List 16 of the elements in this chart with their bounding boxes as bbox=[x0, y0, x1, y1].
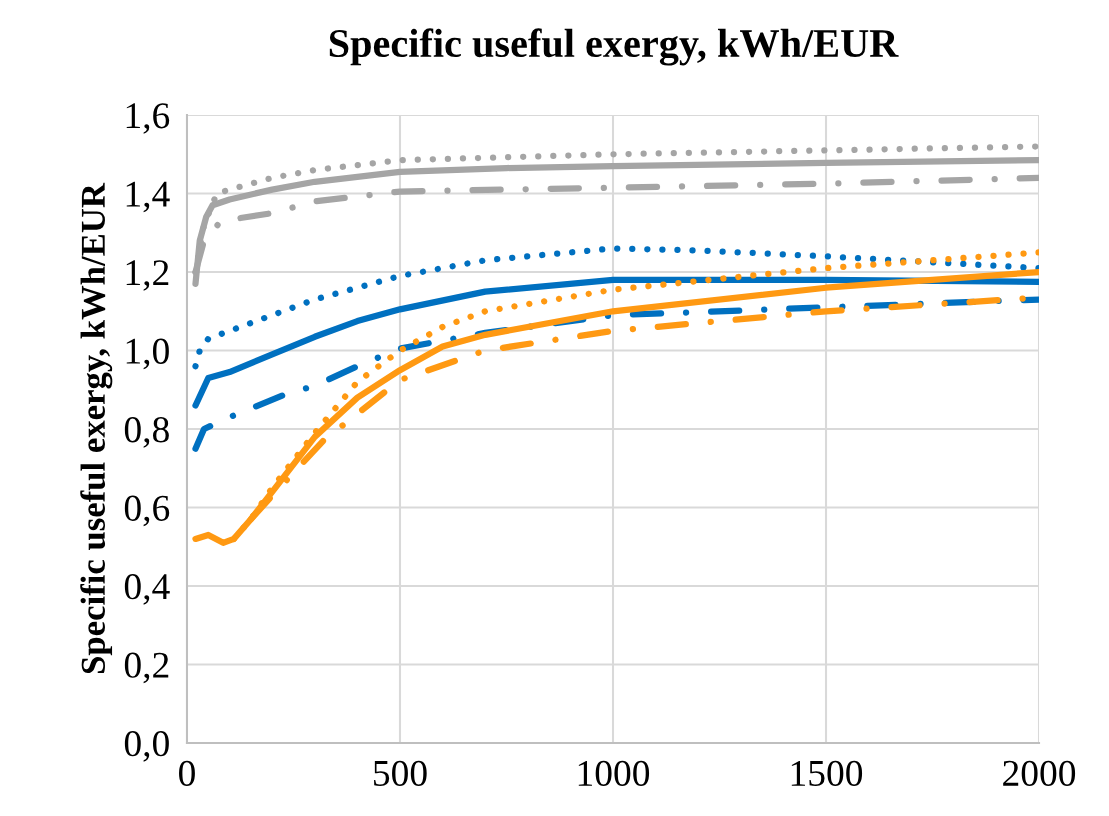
x-tick-label: 500 bbox=[374, 760, 427, 787]
y-tick-label: 1,0 bbox=[126, 338, 169, 370]
y-tick-label: 1,2 bbox=[126, 260, 169, 291]
x-tick-label: 1500 bbox=[791, 760, 863, 787]
y-tick-label: 0,0 bbox=[124, 731, 169, 762]
x-tick-label: 0 bbox=[179, 760, 195, 787]
x-tick-label: 1000 bbox=[578, 760, 650, 787]
x-tick-label: 2000 bbox=[1003, 760, 1076, 787]
y-tick-label: 0,8 bbox=[124, 417, 169, 448]
y-tick-label: 0,2 bbox=[124, 652, 169, 684]
y-tick-label: 0,4 bbox=[124, 574, 170, 605]
y-tick-label: 1,6 bbox=[126, 103, 170, 134]
y-axis-title: Specific useful exergy, kWh/EUR bbox=[80, 182, 113, 674]
y-tick-label: 0,6 bbox=[124, 495, 170, 527]
chart-title: Specific useful exergy, kWh/EUR bbox=[329, 28, 899, 66]
y-tick-label: 1,4 bbox=[126, 181, 170, 213]
